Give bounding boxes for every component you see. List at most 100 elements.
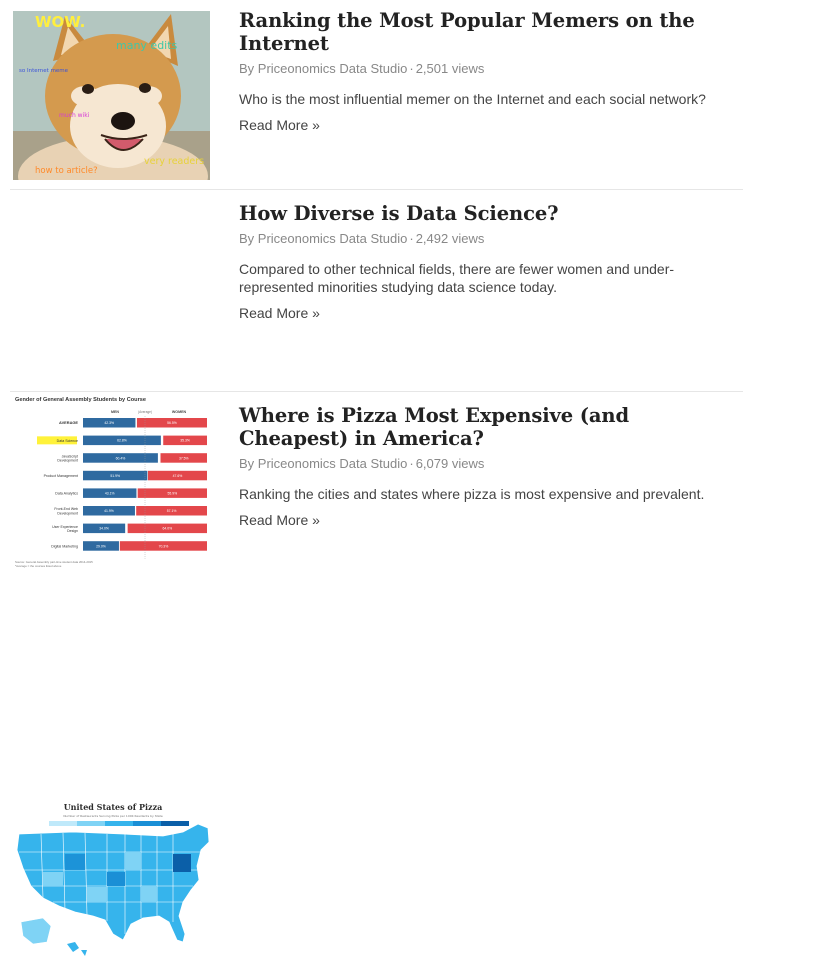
article-text: How Diverse is Data Science? By Priceono… xyxy=(239,202,739,321)
article-meta: By Priceonomics Data Studio · 2,501 views xyxy=(239,61,739,76)
chart-category-label: Development xyxy=(57,511,78,515)
chart-value-label: 42.3% xyxy=(104,421,114,425)
chart-value-label: 35.3% xyxy=(180,439,190,443)
chart-category-highlight xyxy=(37,436,77,445)
chart-value-label: 62.8% xyxy=(117,439,127,443)
article-card: United States of Pizza Number of Restaur… xyxy=(0,392,838,964)
chart-bar-women xyxy=(137,488,207,498)
article-views: 2,492 views xyxy=(415,231,485,246)
article-excerpt: Who is the most influential memer on the… xyxy=(239,91,706,107)
read-more-link[interactable]: Read More » xyxy=(239,117,320,133)
map-region xyxy=(43,872,63,886)
chart-bar-women xyxy=(127,523,207,534)
map-region xyxy=(141,886,157,902)
divider xyxy=(10,391,743,392)
map-legend-swatch xyxy=(77,821,105,826)
chart-bar-men xyxy=(83,453,158,463)
doge-caption-many-edits: many edits xyxy=(116,39,178,52)
map-region xyxy=(65,854,85,870)
chart-bar-men xyxy=(83,435,161,446)
chart-legend-label: WOMEN xyxy=(172,410,187,414)
doge-caption-very-readers: very readers xyxy=(144,156,205,167)
doge-caption-how-to: how to article? xyxy=(35,166,98,176)
meta-separator: · xyxy=(409,231,414,246)
chart-value-label: 47.6% xyxy=(173,474,183,478)
chart-bar-men xyxy=(83,541,119,551)
map-legend-swatch xyxy=(49,821,77,826)
map-title: United States of Pizza xyxy=(64,802,163,812)
article-thumbnail-doge[interactable]: WOW. many edits so Internet meme much wi… xyxy=(13,11,210,180)
article-card: WOW. many edits so Internet meme much wi… xyxy=(0,0,838,188)
map-legend-swatch xyxy=(161,821,189,826)
map-region xyxy=(125,852,141,870)
chart-bar-men xyxy=(83,506,135,516)
chart-category-label: Digital Marketing xyxy=(51,544,78,548)
chart-value-label: 60.4% xyxy=(116,456,126,460)
gender-bar-chart: Gender of General Assembly Students by C… xyxy=(15,397,207,568)
chart-category-label: Development xyxy=(57,459,78,463)
article-title[interactable]: How Diverse is Data Science? xyxy=(239,202,559,225)
chart-bar-women xyxy=(147,470,207,481)
map-region xyxy=(107,872,125,886)
chart-value-label: 56.5% xyxy=(167,421,177,425)
article-views: 2,501 views xyxy=(415,61,485,76)
article-author[interactable]: By Priceonomics Data Studio xyxy=(239,231,408,246)
article-meta: By Priceonomics Data Studio · 2,492 views xyxy=(239,231,739,246)
chart-bar-men xyxy=(83,523,126,534)
hawaii-shape xyxy=(67,942,87,956)
chart-category-label: Data Science xyxy=(57,439,78,443)
chart-legend-label: (Average) xyxy=(138,410,152,414)
divider xyxy=(10,189,743,190)
chart-value-label: 51.9% xyxy=(110,474,120,478)
article-title[interactable]: Ranking the Most Popular Memers on the I… xyxy=(239,9,695,55)
chart-bar-men xyxy=(83,470,148,481)
article-thumbnail-map[interactable]: United States of Pizza Number of Restaur… xyxy=(13,794,213,964)
article-title[interactable]: Where is Pizza Most Expensive (and Cheap… xyxy=(239,404,630,450)
chart-footnote: Source: General Assembly part-time stude… xyxy=(15,560,93,564)
alaska-shape xyxy=(20,917,52,945)
chart-bar-women xyxy=(160,453,207,463)
chart-value-label: 34.0% xyxy=(99,527,109,531)
chart-value-label: 43.1% xyxy=(105,491,115,495)
map-legend-swatch xyxy=(133,821,161,826)
chart-bar-women xyxy=(163,435,207,446)
chart-category-label: Front-End Web xyxy=(54,507,78,511)
article-views: 6,079 views xyxy=(415,456,485,471)
chart-category-label: User Experience xyxy=(52,525,78,529)
chart-value-label: 41.9% xyxy=(104,509,114,513)
chart-value-label: 70.3% xyxy=(159,544,169,548)
read-more-link[interactable]: Read More » xyxy=(239,305,320,321)
article-card: Gender of General Assembly Students by C… xyxy=(0,190,838,572)
article-excerpt: Ranking the cities and states where pizz… xyxy=(239,486,705,502)
us-pizza-map: United States of Pizza Number of Restaur… xyxy=(16,802,210,956)
meta-separator: · xyxy=(409,61,414,76)
map-region xyxy=(87,887,107,902)
map-subtitle: Number of Restaurants Serving Pizza per … xyxy=(63,814,163,818)
meta-separator: · xyxy=(409,456,414,471)
article-excerpt: Compared to other technical fields, ther… xyxy=(239,261,675,295)
article-author[interactable]: By Priceonomics Data Studio xyxy=(239,61,408,76)
chart-bar-women xyxy=(119,541,207,551)
chart-footnote: *Average = the courses listed above xyxy=(15,564,62,568)
chart-category-label: AVERAGE xyxy=(59,420,78,425)
chart-value-label: 29.0% xyxy=(96,544,106,548)
map-legend-swatch xyxy=(105,821,133,826)
chart-value-label: 57.1% xyxy=(167,509,177,513)
article-meta: By Priceonomics Data Studio · 6,079 views xyxy=(239,456,739,471)
article-text: Where is Pizza Most Expensive (and Cheap… xyxy=(239,404,739,528)
chart-value-label: 64.0% xyxy=(163,527,173,531)
doge-image xyxy=(13,11,210,180)
doge-caption-so-internet: so Internet meme xyxy=(19,68,69,74)
chart-legend-label: MEN xyxy=(111,410,119,414)
article-text: Ranking the Most Popular Memers on the I… xyxy=(239,9,739,133)
chart-title: Gender of General Assembly Students by C… xyxy=(15,397,146,403)
article-thumbnail-chart[interactable]: Gender of General Assembly Students by C… xyxy=(13,392,211,572)
chart-value-label: 37.5% xyxy=(179,456,189,460)
chart-bar-men xyxy=(83,418,136,428)
chart-bar-women xyxy=(136,506,207,516)
chart-category-label: Design xyxy=(67,529,78,533)
doge-caption-much-wiki: much wiki xyxy=(59,112,90,119)
article-author[interactable]: By Priceonomics Data Studio xyxy=(239,456,408,471)
read-more-link[interactable]: Read More » xyxy=(239,512,320,528)
chart-category-label: JavaScript xyxy=(62,454,78,458)
